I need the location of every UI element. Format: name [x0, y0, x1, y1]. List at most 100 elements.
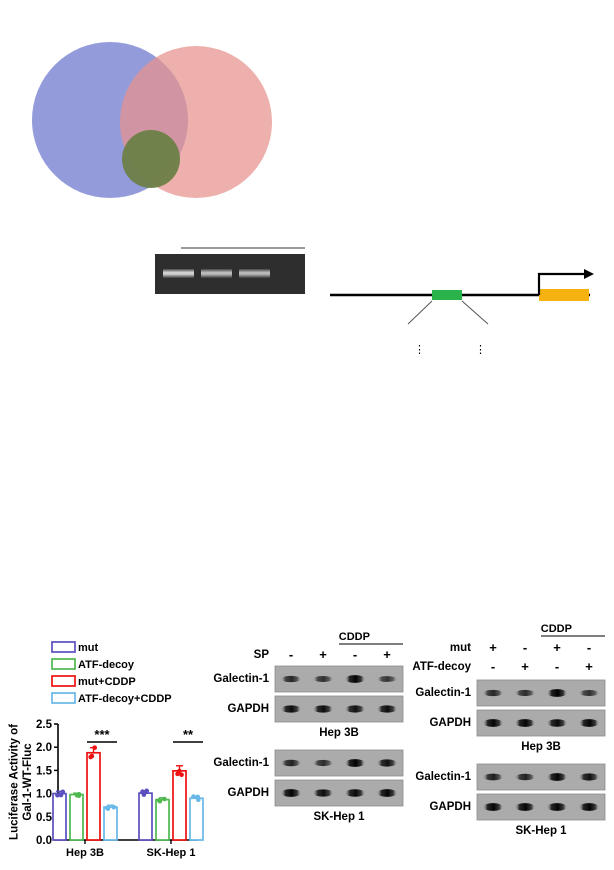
blot-band — [515, 773, 535, 781]
data-point — [195, 794, 200, 800]
panel-g — [205, 390, 405, 618]
row-label-mut: mut — [450, 642, 471, 654]
data-point — [60, 789, 66, 795]
blot-border — [476, 679, 606, 707]
bar-1 — [155, 798, 170, 841]
seq-dots-left: ⋮ — [414, 344, 425, 356]
blot-band — [483, 719, 503, 727]
blot-band — [313, 705, 333, 713]
blot-band — [281, 759, 301, 767]
panel-h: mut ATF-decoy mut+CDDP ATF-decoy+CDDP 0.0 0.5… — [0, 618, 205, 870]
sign-decoy-3: + — [585, 659, 593, 674]
blot-band — [483, 689, 503, 697]
blot-band — [345, 789, 365, 797]
legend-label-2: mut+CDDP — [78, 676, 136, 688]
sign-decoy-2: - — [555, 659, 559, 674]
blot-band — [547, 803, 567, 811]
legend-swatch-2 — [51, 675, 76, 687]
blot-band — [547, 689, 567, 697]
data-point — [92, 745, 97, 750]
tss-arrow — [537, 272, 585, 295]
legend-label-1: ATF-decoy — [78, 659, 135, 671]
blot-band — [483, 803, 503, 811]
data-point — [74, 793, 80, 798]
legend-swatch-1 — [51, 658, 76, 670]
x-category-label: Hep 3B — [66, 847, 104, 859]
blot-band — [547, 773, 567, 781]
blot-band — [547, 719, 567, 727]
panel-e: ⋮ ⋮ — [310, 228, 614, 390]
sign-0: - — [289, 647, 293, 662]
venn-circle-green — [122, 130, 180, 188]
blot-band — [579, 773, 599, 781]
panel-f — [0, 390, 205, 618]
blot-band — [345, 759, 365, 767]
blot-band — [313, 789, 333, 797]
data-point — [55, 792, 60, 798]
cddp-header: CDDP — [339, 631, 370, 643]
blot-band — [515, 719, 535, 727]
panel-d-chart — [0, 228, 160, 390]
blot-label-galectin1-a: Galectin-1 — [213, 673, 269, 685]
y-tick-label: 0.5 — [36, 812, 53, 824]
y-axis-label-line: Gal-1-WT-Fluc — [22, 743, 34, 821]
y-tick-label: 2.5 — [36, 719, 53, 731]
blot-label-galectin1-b: Galectin-1 — [213, 757, 269, 769]
tss-arrowhead — [584, 269, 594, 279]
blot-cell-a: Hep 3B — [319, 727, 359, 739]
sign-mut-1: - — [523, 640, 527, 655]
blot-band — [377, 759, 397, 767]
blot-label-galectin1-a: Galectin-1 — [415, 687, 471, 699]
data-point — [105, 806, 111, 811]
venn-diagram — [32, 42, 272, 198]
sign-mut-2: + — [553, 640, 561, 655]
blot-border — [476, 763, 606, 791]
chip-header-rule — [181, 247, 305, 249]
blot-border — [476, 793, 606, 821]
bar-0 — [52, 792, 67, 841]
y-tick-label: 2.0 — [36, 742, 52, 754]
blot-band — [515, 803, 535, 811]
y-axis-label: Luciferase Activity of Gal-1-WT-Fluc — [8, 724, 34, 840]
panel-a — [0, 0, 310, 228]
panel-d — [0, 228, 310, 390]
blot-border — [274, 749, 404, 777]
blot-label-gapdh-a: GAPDH — [429, 717, 471, 729]
data-point — [162, 796, 167, 802]
blot-cell-a: Hep 3B — [521, 741, 561, 753]
bar-3 — [103, 806, 118, 841]
legend-swatch-3 — [51, 692, 76, 704]
significance-label: *** — [94, 727, 110, 742]
cddp-header: CDDP — [541, 623, 572, 635]
data-point — [179, 772, 184, 778]
promoter-diagram: ⋮ ⋮ — [330, 269, 594, 356]
panel-b-chart — [310, 0, 614, 112]
panel-j-blots: CDDP SP - + - + Galectin-1 GAPDH Hep 3B Galectin-… — [213, 631, 404, 823]
leader-right — [461, 300, 489, 325]
blot-label-gapdh-b: GAPDH — [429, 801, 471, 813]
panel-k-blots: CDDP mut + - + - ATF-decoy - + - + Galectin-1 GAPDH H… — [412, 623, 606, 837]
legend-label-3: ATF-decoy+CDDP — [78, 693, 172, 705]
data-point — [89, 753, 95, 759]
blot-band — [281, 789, 301, 797]
data-point — [175, 771, 180, 777]
legend-swatch-0 — [51, 641, 76, 653]
blot-band — [579, 719, 599, 727]
panel-j: CDDP SP - + - + Galectin-1 GAPDH Hep 3B Galectin-… — [205, 618, 405, 870]
blot-band — [579, 803, 599, 811]
row-label-decoy: ATF-decoy — [412, 661, 471, 673]
chip-gel-image — [155, 254, 305, 294]
leader-left — [407, 300, 433, 325]
fluc-box — [539, 289, 589, 301]
data-point — [144, 788, 149, 794]
blot-cell-b: SK-Hep 1 — [313, 811, 365, 823]
panel-c — [310, 112, 614, 224]
significance-label: ** — [183, 727, 194, 742]
panel-i — [405, 390, 614, 618]
bar-2 — [172, 770, 187, 841]
y-tick-label: 0.0 — [36, 835, 52, 847]
bar-0 — [138, 792, 153, 841]
blot-band — [281, 675, 301, 683]
blot-band — [377, 676, 397, 682]
blot-band — [281, 705, 301, 713]
